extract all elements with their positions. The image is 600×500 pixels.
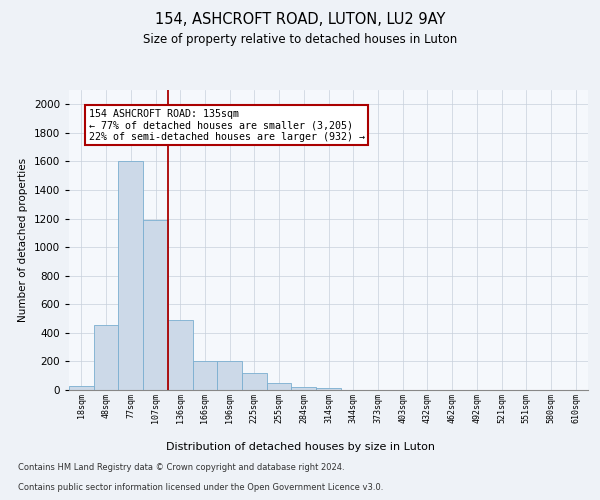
Text: 154, ASHCROFT ROAD, LUTON, LU2 9AY: 154, ASHCROFT ROAD, LUTON, LU2 9AY [155, 12, 445, 28]
Text: Contains HM Land Registry data © Crown copyright and database right 2024.: Contains HM Land Registry data © Crown c… [18, 464, 344, 472]
Text: Size of property relative to detached houses in Luton: Size of property relative to detached ho… [143, 32, 457, 46]
Text: Distribution of detached houses by size in Luton: Distribution of detached houses by size … [166, 442, 434, 452]
Text: 154 ASHCROFT ROAD: 135sqm
← 77% of detached houses are smaller (3,205)
22% of se: 154 ASHCROFT ROAD: 135sqm ← 77% of detac… [89, 108, 365, 142]
Text: Contains public sector information licensed under the Open Government Licence v3: Contains public sector information licen… [18, 484, 383, 492]
Bar [118, 162, 143, 390]
Bar [69, 386, 94, 390]
Bar [267, 383, 292, 390]
Bar [292, 387, 316, 390]
Bar [94, 325, 118, 390]
Bar [217, 360, 242, 390]
Bar [242, 373, 267, 390]
Bar [143, 220, 168, 390]
Bar [168, 320, 193, 390]
Bar [193, 360, 217, 390]
Bar [316, 388, 341, 390]
Y-axis label: Number of detached properties: Number of detached properties [18, 158, 28, 322]
